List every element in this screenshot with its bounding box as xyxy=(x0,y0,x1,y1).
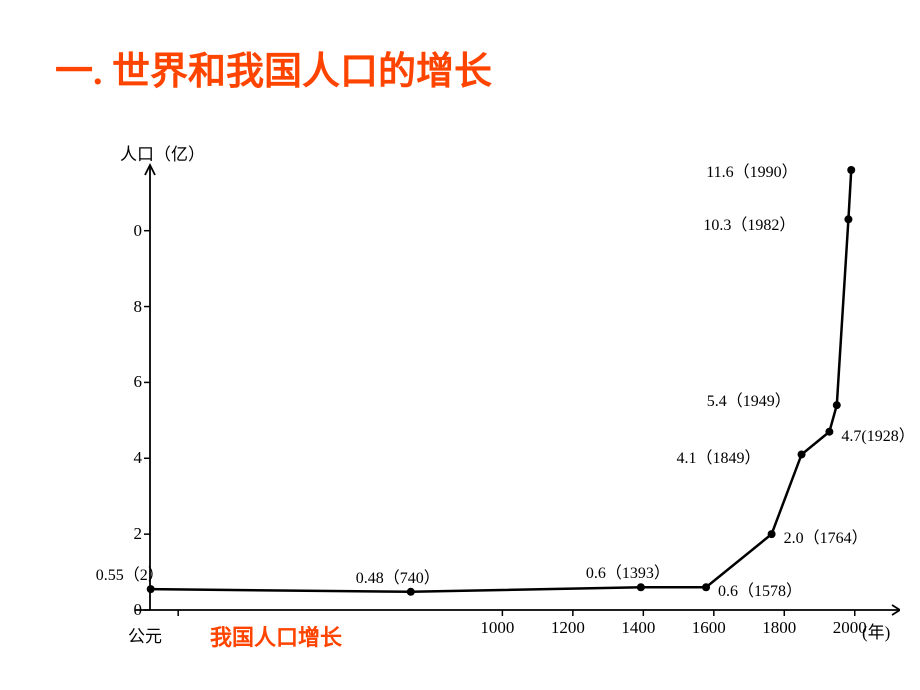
x-axis-unit: (年) xyxy=(862,618,890,643)
x-tick-label: 1200 xyxy=(551,618,585,638)
x-tick-label: 1800 xyxy=(762,618,796,638)
y-tick-label: 4 xyxy=(112,448,142,468)
data-point-label: 11.6（1990） xyxy=(706,158,797,182)
data-point-label: 10.3（1982） xyxy=(703,211,795,235)
data-point-label: 0.6（1393） xyxy=(586,559,670,583)
x-axis-gongyuan: 公元 xyxy=(128,622,162,647)
y-axis-title: 人口（亿） xyxy=(120,140,205,165)
data-point-label: 0.55（2） xyxy=(96,561,164,585)
data-point-label: 0.6（1578） xyxy=(718,577,802,601)
x-tick-label: 1000 xyxy=(480,618,514,638)
page-title: 一. 世界和我国人口的增长 xyxy=(55,40,492,95)
x-tick-label: 1400 xyxy=(621,618,655,638)
y-tick-label: 0 xyxy=(112,221,142,241)
y-tick-label: 2 xyxy=(112,524,142,544)
data-point-label: 4.1（1849） xyxy=(677,444,761,468)
x-tick-label: 1600 xyxy=(692,618,726,638)
data-point-label: 0.48（740） xyxy=(356,564,440,588)
data-point-label: 5.4（1949） xyxy=(707,387,791,411)
y-tick-label: 6 xyxy=(112,372,142,392)
y-tick-label: 0 xyxy=(112,600,142,620)
x-axis-subtitle: 我国人口增长 xyxy=(210,620,342,652)
data-point-label: 4.7(1928） xyxy=(841,422,914,446)
data-point-label: 2.0（1764） xyxy=(784,524,868,548)
population-chart: 人口（亿） 024680100012001400160018002000 0.5… xyxy=(100,140,900,670)
y-tick-label: 8 xyxy=(112,297,142,317)
